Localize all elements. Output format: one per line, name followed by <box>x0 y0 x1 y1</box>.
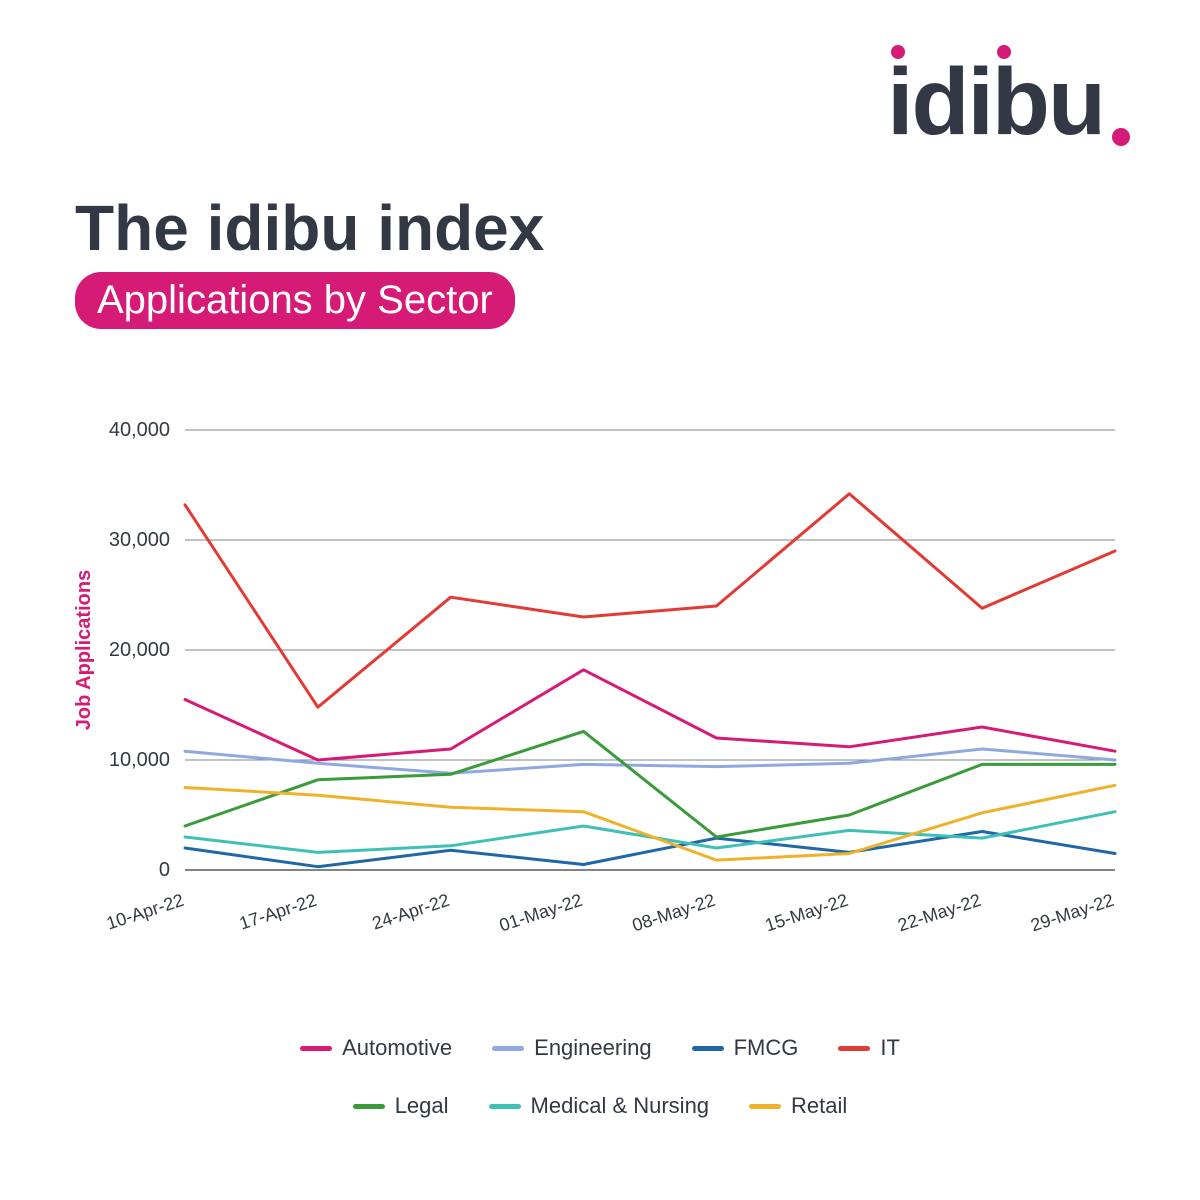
legend-swatch-icon <box>838 1046 870 1051</box>
brand-logo-text: idibu <box>887 55 1104 150</box>
chart-series-line <box>185 670 1115 760</box>
legend-item: Legal <box>353 1093 449 1119</box>
chart-ytick-label: 30,000 <box>109 529 170 551</box>
legend-label: Engineering <box>534 1035 651 1061</box>
legend-item: FMCG <box>692 1035 799 1061</box>
legend-label: Legal <box>395 1093 449 1119</box>
legend-item: Medical & Nursing <box>489 1093 710 1119</box>
chart-xtick-label: 17-Apr-22 <box>237 890 319 934</box>
chart-series-line <box>185 731 1115 837</box>
chart-svg: 0 10,000 20,000 30,000 40,000 10-Apr-22 17-Apr… <box>75 400 1125 960</box>
chart-xtick-label: 10-Apr-22 <box>104 890 186 934</box>
chart-ytick-label: 10,000 <box>109 749 170 771</box>
legend-label: FMCG <box>734 1035 799 1061</box>
brand-logo: idibu <box>887 55 1130 150</box>
legend-swatch-icon <box>749 1104 781 1109</box>
legend-swatch-icon <box>692 1046 724 1051</box>
legend-swatch-icon <box>489 1104 521 1109</box>
legend-row: Automotive Engineering FMCG IT <box>0 1035 1200 1061</box>
legend-swatch-icon <box>492 1046 524 1051</box>
legend-swatch-icon <box>353 1104 385 1109</box>
logo-dot-icon <box>997 45 1011 59</box>
legend-label: Retail <box>791 1093 847 1119</box>
legend-item: IT <box>838 1035 900 1061</box>
chart-ytick-label: 0 <box>159 859 170 881</box>
chart-xtick-label: 29-May-22 <box>1028 890 1116 936</box>
legend-label: Medical & Nursing <box>531 1093 710 1119</box>
page: idibu The idibu index Applications by Se… <box>0 0 1200 1200</box>
legend-item: Engineering <box>492 1035 651 1061</box>
chart-series-line <box>185 494 1115 707</box>
chart-y-axis-label: Job Applications <box>75 570 95 730</box>
chart-series-line <box>185 749 1115 773</box>
chart-ytick-label: 40,000 <box>109 419 170 441</box>
chart-ytick-label: 20,000 <box>109 639 170 661</box>
chart-xtick-label: 01-May-22 <box>497 890 585 936</box>
logo-fullstop-icon <box>1112 128 1130 146</box>
chart-series-line <box>185 785 1115 860</box>
line-chart: 0 10,000 20,000 30,000 40,000 10-Apr-22 17-Apr… <box>75 400 1125 960</box>
chart-xtick-label: 08-May-22 <box>630 890 718 936</box>
page-title: The idibu index <box>75 195 544 262</box>
legend-label: IT <box>880 1035 900 1061</box>
legend-row: Legal Medical & Nursing Retail <box>0 1093 1200 1119</box>
legend-item: Automotive <box>300 1035 452 1061</box>
chart-xtick-label: 24-Apr-22 <box>370 890 452 934</box>
page-subtitle: Applications by Sector <box>75 272 515 329</box>
header: The idibu index Applications by Sector <box>75 195 544 329</box>
legend-swatch-icon <box>300 1046 332 1051</box>
chart-xtick-label: 22-May-22 <box>895 890 983 936</box>
logo-dot-icon <box>891 45 905 59</box>
legend-item: Retail <box>749 1093 847 1119</box>
legend-label: Automotive <box>342 1035 452 1061</box>
chart-xtick-label: 15-May-22 <box>763 890 851 936</box>
brand-name: idibu <box>887 49 1104 155</box>
chart-legend: Automotive Engineering FMCG IT Legal Medical … <box>0 1035 1200 1119</box>
